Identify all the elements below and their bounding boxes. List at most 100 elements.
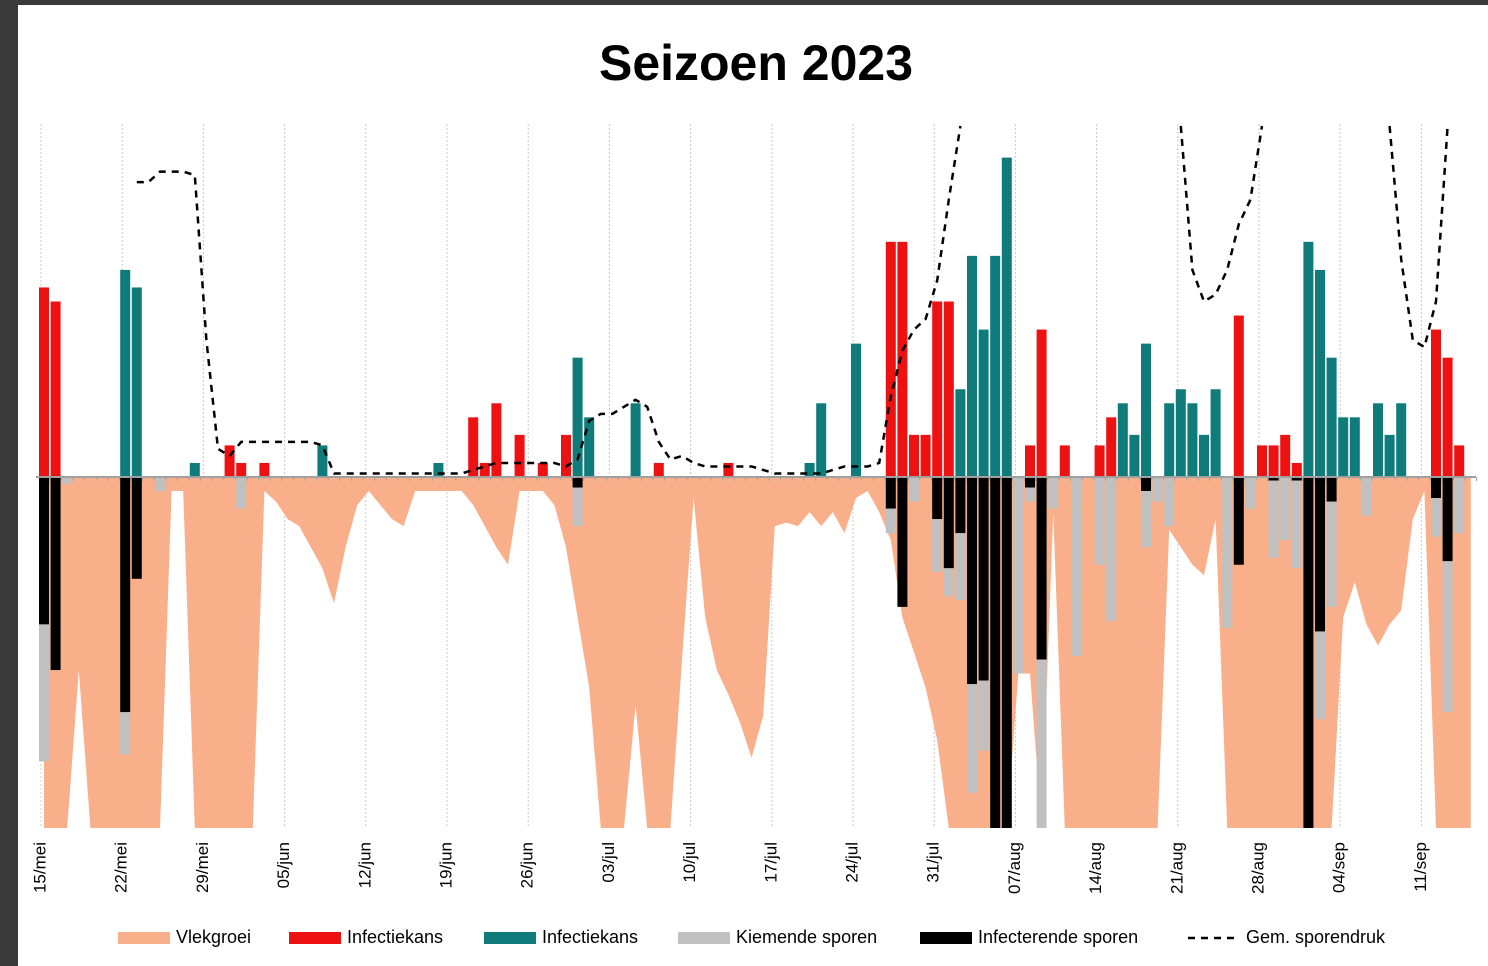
legend-swatch bbox=[484, 932, 536, 944]
bar bbox=[1222, 477, 1233, 628]
legend-label: Gem. sporendruk bbox=[1246, 927, 1386, 947]
bar bbox=[62, 477, 73, 485]
bar bbox=[804, 462, 815, 477]
bar bbox=[131, 477, 142, 579]
bar bbox=[1129, 434, 1140, 477]
bar bbox=[1442, 561, 1453, 713]
bar bbox=[572, 477, 583, 488]
legend-label: Vlekgroei bbox=[176, 927, 251, 947]
bar bbox=[1233, 477, 1244, 565]
bar bbox=[1233, 315, 1244, 477]
bar bbox=[990, 255, 1001, 477]
bar bbox=[955, 389, 966, 477]
bar bbox=[1442, 357, 1453, 477]
bar bbox=[468, 417, 479, 477]
bar bbox=[978, 680, 989, 751]
bar bbox=[1326, 477, 1337, 502]
bar bbox=[1001, 477, 1012, 828]
bar bbox=[816, 403, 827, 477]
bar bbox=[39, 287, 49, 477]
bar bbox=[1036, 477, 1047, 660]
x-tick-label: 04/sep bbox=[1330, 842, 1349, 893]
legend-swatch bbox=[678, 932, 730, 944]
bar bbox=[120, 269, 131, 477]
bar bbox=[932, 519, 943, 572]
bar bbox=[1268, 445, 1279, 477]
bar bbox=[584, 417, 595, 477]
bar bbox=[1291, 480, 1302, 569]
bar bbox=[1164, 477, 1175, 527]
legend-label: Infectiekans bbox=[542, 927, 638, 947]
x-tick-label: 12/jun bbox=[355, 842, 374, 888]
bar bbox=[1059, 445, 1070, 477]
x-tick-label: 29/mei bbox=[193, 842, 212, 893]
x-tick-label: 11/sep bbox=[1411, 842, 1430, 892]
bar bbox=[1291, 462, 1302, 477]
legend-swatch bbox=[289, 932, 341, 944]
legend-swatch bbox=[920, 932, 972, 944]
bar bbox=[909, 434, 919, 477]
bar bbox=[943, 301, 954, 477]
bar bbox=[317, 445, 328, 477]
chart: Seizoen 2023 15/mei 22/mei 29/mei 05/jun 12/… bbox=[18, 5, 1488, 966]
bar bbox=[1152, 477, 1163, 502]
bar bbox=[259, 462, 270, 477]
legend-label: Infecterende sporen bbox=[978, 927, 1138, 947]
bar bbox=[1025, 487, 1035, 502]
bar bbox=[978, 329, 989, 477]
x-tick-label: 21/aug bbox=[1167, 842, 1186, 894]
bar bbox=[1303, 241, 1314, 477]
bar bbox=[1048, 477, 1059, 509]
bar bbox=[1373, 403, 1383, 477]
line bbox=[136, 125, 1449, 475]
x-tick-label: 26/jun bbox=[518, 842, 537, 888]
chart-title: Seizoen 2023 bbox=[599, 35, 913, 91]
x-tick-label: 19/jun bbox=[436, 842, 455, 888]
bar bbox=[39, 624, 49, 762]
x-tick-label: 17/jul bbox=[761, 842, 780, 883]
bar bbox=[1013, 477, 1024, 674]
bar bbox=[1338, 417, 1349, 477]
bar bbox=[236, 477, 247, 509]
bar bbox=[990, 477, 1001, 828]
bar bbox=[224, 445, 235, 477]
bar bbox=[1025, 445, 1035, 477]
bar bbox=[120, 712, 131, 755]
bar bbox=[1291, 477, 1302, 481]
x-tick-label: 15/mei bbox=[30, 842, 49, 893]
bar bbox=[1361, 477, 1372, 516]
bar bbox=[1199, 434, 1209, 477]
bar bbox=[1396, 403, 1407, 477]
front-layer bbox=[36, 125, 1478, 481]
bar bbox=[909, 477, 919, 502]
x-tick-label: 10/jul bbox=[680, 842, 699, 883]
bar bbox=[1315, 631, 1325, 720]
bar bbox=[1431, 477, 1441, 499]
bar bbox=[131, 287, 142, 477]
bar bbox=[1454, 477, 1465, 534]
bar bbox=[885, 241, 896, 477]
bar bbox=[932, 477, 943, 520]
bar bbox=[433, 462, 444, 477]
x-tick-label: 24/jul bbox=[842, 842, 861, 883]
bar bbox=[189, 462, 200, 477]
bar bbox=[967, 684, 977, 793]
bar bbox=[932, 301, 943, 477]
area bbox=[44, 477, 1471, 828]
legend-label: Infectiekans bbox=[347, 927, 443, 947]
bar bbox=[39, 477, 49, 625]
bar bbox=[50, 301, 61, 477]
bar bbox=[1175, 389, 1186, 477]
bar bbox=[572, 487, 583, 527]
bar bbox=[1257, 445, 1267, 477]
x-tick-label: 05/jun bbox=[274, 842, 293, 888]
bar bbox=[943, 477, 954, 569]
bar bbox=[1280, 477, 1291, 541]
x-tick-label: 22/mei bbox=[112, 842, 131, 893]
bar bbox=[1245, 477, 1256, 509]
x-tick-label: 07/aug bbox=[1005, 842, 1024, 894]
bar bbox=[1117, 403, 1128, 477]
bar bbox=[50, 477, 61, 671]
bar bbox=[1141, 477, 1151, 492]
